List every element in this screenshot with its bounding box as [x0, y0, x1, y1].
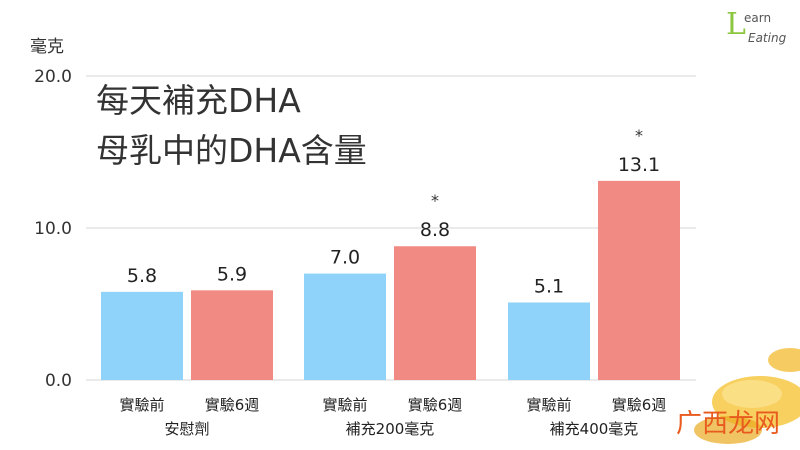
y-axis: 0.0 10.0 20.0 [34, 67, 72, 391]
y-axis-unit-label: 毫克 [30, 37, 64, 57]
logo-line-2: Eating [748, 31, 787, 45]
bar-value-label: 13.1 [618, 154, 660, 176]
chart-title-line-1: 每天補充DHA [96, 81, 301, 120]
bar-value-label: 8.8 [420, 219, 450, 241]
category-label: 實驗6週 [408, 396, 463, 414]
chart-title-line-2: 母乳中的DHA含量 [96, 131, 367, 170]
bar [304, 273, 386, 380]
group-label: 補充400毫克 [550, 420, 639, 438]
bar [394, 246, 476, 380]
y-tick-label: 0.0 [45, 371, 72, 391]
category-label: 實驗前 [526, 396, 571, 414]
bar [508, 302, 590, 380]
category-label: 實驗6週 [612, 396, 667, 414]
bar [191, 290, 273, 380]
bar [101, 291, 183, 380]
logo-letter: L [726, 7, 746, 42]
group-label: 安慰劑 [164, 420, 209, 438]
bar-value-label: 5.8 [127, 265, 157, 287]
category-label: 實驗6週 [205, 396, 260, 414]
bar-value-label: 7.0 [330, 247, 360, 269]
gridlines [86, 75, 696, 381]
bar [598, 180, 680, 380]
capsule-image [694, 348, 800, 444]
logo-line-1: earn [744, 11, 771, 25]
watermark-text: 广西龙网 [676, 409, 780, 439]
learn-eating-logo: L earn Eating [726, 7, 787, 45]
y-tick-label: 10.0 [34, 219, 72, 239]
bar-value-label: 5.9 [217, 263, 247, 285]
group-label: 補充200毫克 [346, 420, 435, 438]
category-label: 實驗前 [119, 396, 164, 414]
y-tick-label: 20.0 [34, 67, 72, 87]
category-label: 實驗前 [322, 396, 367, 414]
bar-value-label: 5.1 [534, 275, 564, 297]
significance-star: * [635, 126, 643, 145]
significance-star: * [431, 191, 439, 210]
